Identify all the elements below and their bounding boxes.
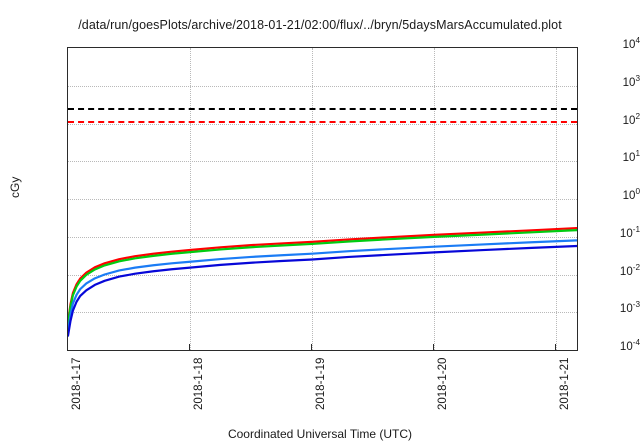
y-axis-tick-label: 10-1 [619,224,640,240]
x-axis-tick-label: 2018-1-19 [315,357,328,410]
red-threshold [68,121,577,124]
x-axis-tick-mark [67,344,68,351]
light-blue-curve [68,239,577,334]
x-axis-tick-label: 2018-1-17 [71,357,83,410]
gridline [434,48,436,350]
gridline [68,274,577,276]
x-axis-label: Coordinated Universal Time (UTC) [227,427,413,441]
gridline [68,123,577,125]
y-axis-tick-label: 103 [622,73,640,89]
y-axis-tick-label: 102 [622,111,640,127]
plot-area [67,47,578,351]
y-axis-tick-label: 10-3 [619,300,640,316]
gridline [68,312,577,314]
x-axis-tick-mark [311,344,313,351]
x-axis-tick-label: 2018-1-21 [559,357,572,410]
x-axis-tick-mark [555,344,557,351]
gridline [190,48,192,350]
black-threshold [68,108,577,111]
y-axis-tick-label: 104 [622,36,640,51]
x-axis-tick-label: 2018-1-20 [437,357,450,410]
series-lines [68,226,577,337]
gridline [68,350,577,351]
gridline [68,236,577,238]
gridline [556,48,558,350]
gridline [68,199,577,200]
x-axis-tick-mark [189,344,191,351]
x-axis-tick-mark [433,344,435,351]
y-axis-tick-label: 101 [622,149,640,165]
gridline [312,48,314,350]
dark-blue-curve [68,244,577,337]
y-axis-tick-label: 10-4 [619,338,640,353]
chart-title: /data/run/goesPlots/archive/2018-01-21/0… [78,18,562,32]
red-curve [68,226,577,324]
green-curve [68,229,577,326]
gridline [68,85,577,87]
gridline [68,161,577,163]
y-axis-tick-label: 10-2 [619,262,640,278]
y-axis-label: cGy [8,176,22,198]
x-axis-tick-label: 2018-1-18 [193,357,206,410]
y-axis-tick-label: 100 [622,187,640,202]
